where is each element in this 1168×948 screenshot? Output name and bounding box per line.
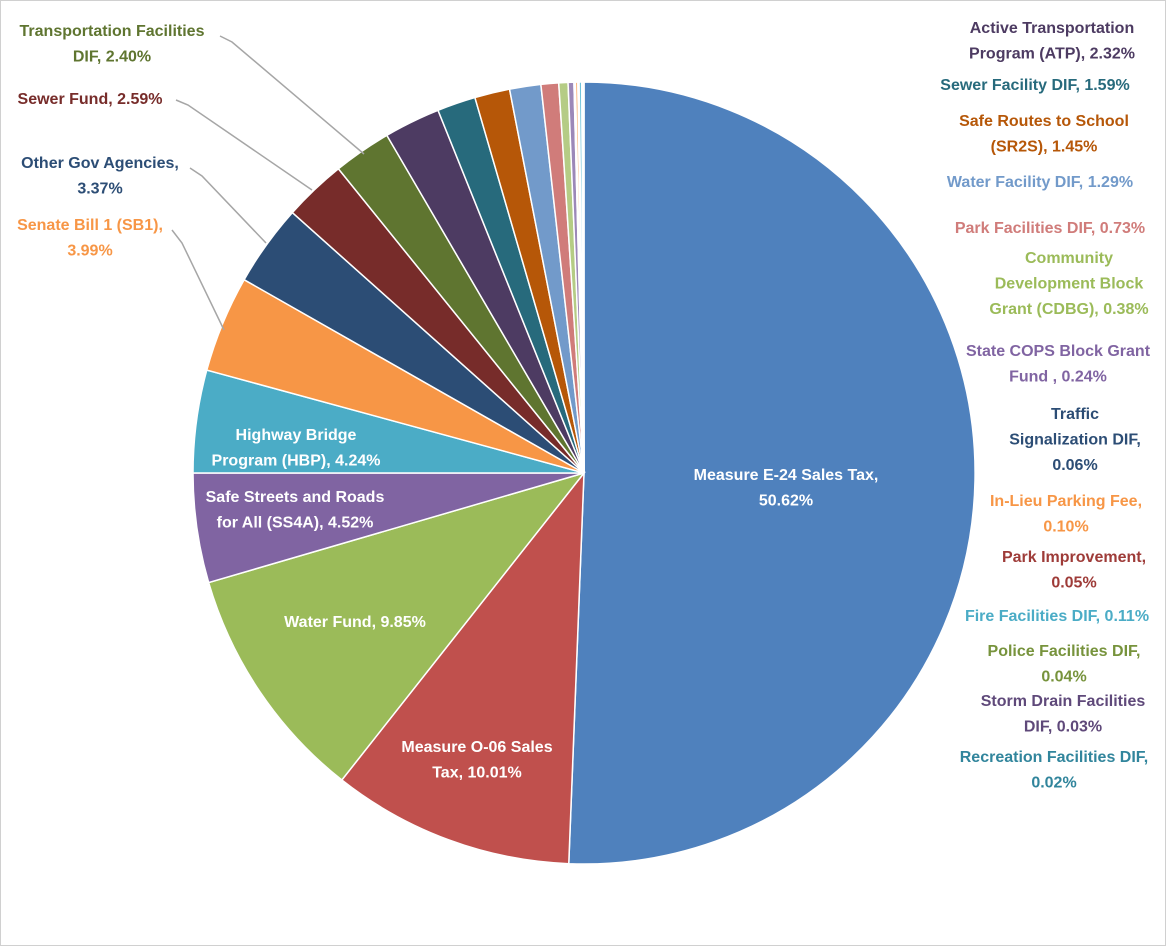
data-label-safe-routes-to-school-sr2s: Safe Routes to School (SR2S), 1.45%: [959, 113, 1129, 156]
data-label-park-improvement: Park Improvement, 0.05%: [1002, 549, 1146, 592]
data-label-measure-e-24-sales-tax: Measure E-24 Sales Tax, 50.62%: [694, 467, 879, 510]
pie-slice-water-fund: [207, 471, 587, 782]
data-label-park-facilities-dif: Park Facilities DIF, 0.73%: [955, 220, 1145, 237]
data-label-senate-bill-1-sb1: Senate Bill 1 (SB1), 3.99%: [17, 217, 163, 260]
data-label-water-facility-dif: Water Facility DIF, 1.29%: [947, 174, 1133, 191]
data-label-recreation-facilities-dif: Recreation Facilities DIF, 0.02%: [960, 749, 1149, 792]
leader-line-sewer-fund: [175, 99, 313, 191]
data-label-in-lieu-parking-fee: In-Lieu Parking Fee, 0.10%: [990, 493, 1142, 536]
leader-line-other-gov-agencies: [189, 167, 267, 244]
data-label-water-fund: Water Fund, 9.85%: [284, 614, 426, 631]
leader-line-transportation-facilities-dif: [219, 35, 365, 155]
data-label-traffic-signalization-dif: Traffic Signalization DIF, 0.06%: [1009, 406, 1141, 474]
data-label-active-transportation-program-atp: Active Transportation Program (ATP), 2.32…: [969, 20, 1135, 63]
data-label-sewer-facility-dif: Sewer Facility DIF, 1.59%: [940, 77, 1129, 94]
data-label-fire-facilities-dif: Fire Facilities DIF, 0.11%: [965, 608, 1149, 625]
leader-line-senate-bill-1-sb1: [171, 229, 225, 331]
data-label-storm-drain-facilities-dif: Storm Drain Facilities DIF, 0.03%: [981, 693, 1146, 736]
data-label-sewer-fund: Sewer Fund, 2.59%: [18, 91, 163, 108]
data-label-highway-bridge-program-hbp: Highway Bridge Program (HBP), 4.24%: [212, 427, 381, 470]
data-label-safe-streets-and-roads-for-all-ss4a: Safe Streets and Roads for All (SS4A), 4.…: [206, 489, 385, 532]
data-label-measure-o-06-sales-tax: Measure O-06 Sales Tax, 10.01%: [401, 739, 552, 782]
data-label-other-gov-agencies: Other Gov Agencies, 3.37%: [21, 155, 179, 198]
data-label-community-development-block-grant-cdbg: Community Development Block Grant (CDBG), …: [989, 250, 1148, 318]
data-label-police-facilities-dif: Police Facilities DIF, 0.04%: [988, 643, 1141, 686]
data-label-transportation-facilities-dif: Transportation Facilities DIF, 2.40%: [20, 23, 205, 66]
pie-slice-measure-o-06-sales-tax: [340, 470, 585, 865]
pie-slice-measure-e-24-sales-tax: [567, 81, 976, 865]
data-label-state-cops-block-grant-fund: State COPS Block Grant Fund , 0.24%: [966, 343, 1151, 386]
